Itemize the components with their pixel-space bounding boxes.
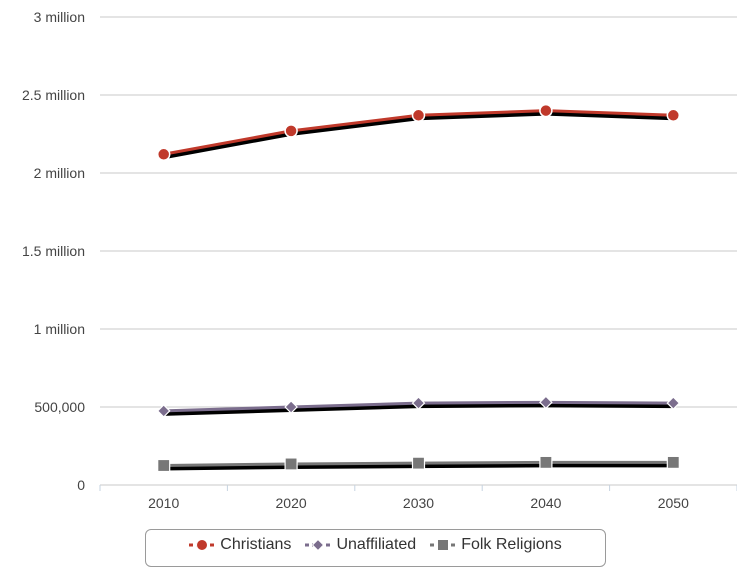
y-tick-label: 2 million	[34, 165, 85, 181]
data-point	[156, 147, 171, 162]
data-point	[411, 396, 426, 410]
data-point	[666, 455, 680, 469]
y-tick-label: 1 million	[34, 321, 85, 337]
y-tick-label: 2.5 million	[22, 87, 85, 103]
series	[156, 103, 681, 473]
data-point	[539, 395, 553, 410]
legend-marker-circle-icon	[189, 539, 216, 551]
legend-label: Unaffiliated	[336, 536, 417, 553]
data-point	[666, 108, 681, 123]
series-folk-religions	[157, 455, 680, 473]
data-point	[157, 458, 171, 473]
x-tick-label: 2050	[658, 495, 689, 511]
y-tick-label: 0	[77, 477, 85, 493]
y-tick-label: 3 million	[34, 9, 85, 25]
data-point	[284, 124, 298, 138]
data-point	[666, 396, 681, 410]
series-christians	[156, 103, 681, 162]
legend-item-christians[interactable]: Christians	[189, 536, 291, 554]
legend-label: Folk Religions	[461, 536, 562, 553]
y-axis: 0 500,000 1 million 1.5 million 2 million 2.5…	[22, 9, 85, 493]
line-chart: 0 500,000 1 million 1.5 million 2 million 2.5…	[22, 9, 737, 511]
legend-label: Christians	[220, 536, 292, 553]
legend-marker-diamond-icon	[305, 538, 332, 552]
data-point	[284, 400, 298, 414]
series-unaffiliated	[156, 395, 681, 418]
y-tick-label: 1.5 million	[22, 243, 85, 259]
legend: Christians Unaffiliated Folk Religions	[145, 529, 606, 567]
legend-item-folk-religions[interactable]: Folk Religions	[430, 536, 562, 554]
data-point	[156, 404, 171, 418]
data-point	[411, 108, 426, 123]
legend-item-unaffiliated[interactable]: Unaffiliated	[305, 536, 416, 554]
x-tick-label: 2040	[530, 495, 561, 511]
x-tick-label: 2020	[276, 495, 307, 511]
y-tick-label: 500,000	[34, 399, 85, 415]
data-point	[539, 455, 553, 469]
gridlines	[100, 16, 737, 486]
data-point	[411, 456, 426, 470]
x-tick-label: 2010	[148, 495, 179, 511]
x-tick-label: 2030	[403, 495, 434, 511]
data-point	[284, 457, 298, 471]
data-point	[539, 103, 553, 118]
x-axis: 2010 2020 2030 2040 2050	[99, 485, 737, 511]
legend-marker-square-icon	[430, 539, 457, 551]
